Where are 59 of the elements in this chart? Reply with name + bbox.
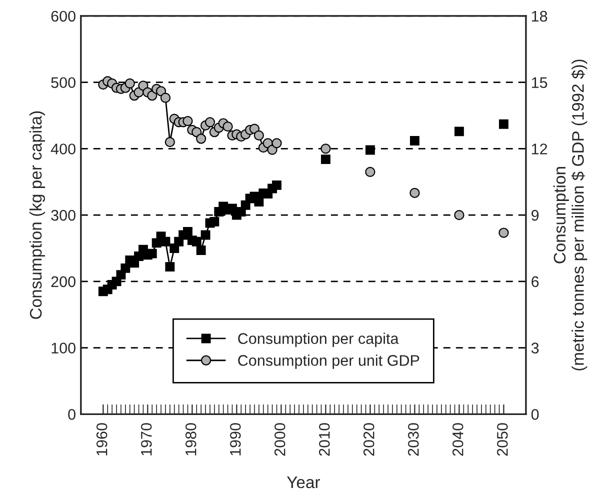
y2-tick-label: 18 [532, 10, 548, 22]
point [200, 230, 210, 240]
x-axis-title: Year [286, 476, 320, 488]
point [160, 236, 170, 246]
x-tick-label: 1980 [185, 423, 196, 456]
point [204, 117, 216, 128]
y2-tick-label: 12 [532, 144, 548, 154]
point [165, 262, 175, 272]
point [196, 246, 206, 255]
point [498, 228, 509, 238]
point [192, 236, 202, 246]
x-tick-label: 2050 [496, 423, 508, 456]
point [182, 116, 193, 126]
y-tick-label: 600 [51, 10, 76, 22]
x-tick-label: 1960 [96, 423, 108, 456]
point [272, 138, 282, 148]
y-tick-label: 100 [52, 342, 76, 354]
point [320, 154, 330, 164]
point [454, 210, 464, 220]
x-tick-label: 2010 [318, 423, 330, 456]
y2-tick-label: 0 [531, 409, 539, 420]
point [454, 126, 464, 136]
y-tick-label: 300 [51, 210, 76, 221]
point [120, 263, 130, 273]
y-tick-label: 200 [51, 276, 76, 288]
point [160, 92, 171, 103]
point [272, 180, 282, 190]
y2-tick-label: 6 [532, 276, 539, 288]
x-tick-label: 2040 [452, 423, 464, 456]
point [410, 136, 420, 146]
point [183, 226, 192, 236]
point [196, 134, 206, 144]
point [210, 216, 220, 226]
legend-label: Consumption per capita [238, 332, 399, 348]
y-tick-label: 500 [51, 77, 76, 88]
x-tick-label: 1990 [230, 423, 241, 456]
point [498, 119, 508, 129]
legend-label: Consumption per unit GDP [238, 354, 420, 369]
x-tick-label: 2000 [274, 423, 286, 456]
y2-tick-label: 3 [531, 342, 539, 354]
point [410, 188, 420, 198]
x-tick-label: 2030 [408, 423, 419, 456]
point [147, 248, 157, 258]
y-tick-label: 0 [68, 409, 76, 420]
point [365, 145, 375, 155]
point [365, 166, 376, 177]
x-tick-label: 2020 [363, 423, 374, 456]
point [222, 122, 233, 132]
y-axis-title: Consumption (kg per capita) [29, 111, 46, 319]
point [124, 78, 135, 89]
y2-axis-title: Consumption (metric tonnes per million $ GDP (1992 $)) [553, 60, 588, 370]
point [164, 136, 175, 148]
y2-tick-label: 15 [532, 77, 548, 88]
y-tick-label: 400 [50, 144, 76, 154]
point [320, 144, 331, 154]
point [254, 130, 264, 140]
y2-tick-label: 9 [532, 210, 539, 221]
x-tick-label: 1970 [140, 423, 152, 456]
point [254, 197, 264, 207]
